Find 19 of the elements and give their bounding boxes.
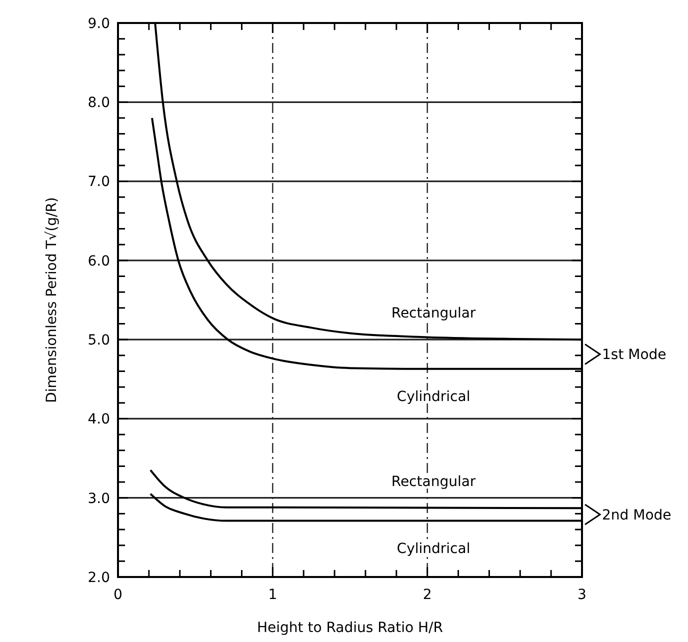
y-tick-label: 9.0: [88, 16, 110, 32]
series-label: Rectangular: [391, 306, 476, 322]
y-axis-title: Dimensionless Period T√(g/R): [44, 197, 60, 403]
x-tick-label: 0: [114, 587, 122, 603]
text: 1st Mode: [602, 347, 666, 364]
y-tick-label: 3.0: [88, 490, 110, 507]
x-tick-label: 2: [422, 587, 432, 603]
y-tick-label: 8.0: [88, 95, 110, 112]
y-tick-label: 5.0: [88, 332, 110, 348]
series-label: Rectangular: [391, 474, 476, 490]
x-tick-label: 3: [578, 587, 586, 603]
y-tick-label: 4.0: [88, 412, 110, 428]
series-label: Cylindrical: [396, 388, 470, 405]
y-tick-label: 7.0: [88, 174, 110, 190]
y-tick-label: 6.0: [88, 253, 110, 270]
x-axis-title: Height to Radius Ratio H/R: [257, 620, 444, 636]
y-tick-label: 2.0: [88, 570, 110, 586]
text: 2nd Mode: [602, 507, 672, 524]
x-tick-label: 1: [268, 587, 278, 603]
